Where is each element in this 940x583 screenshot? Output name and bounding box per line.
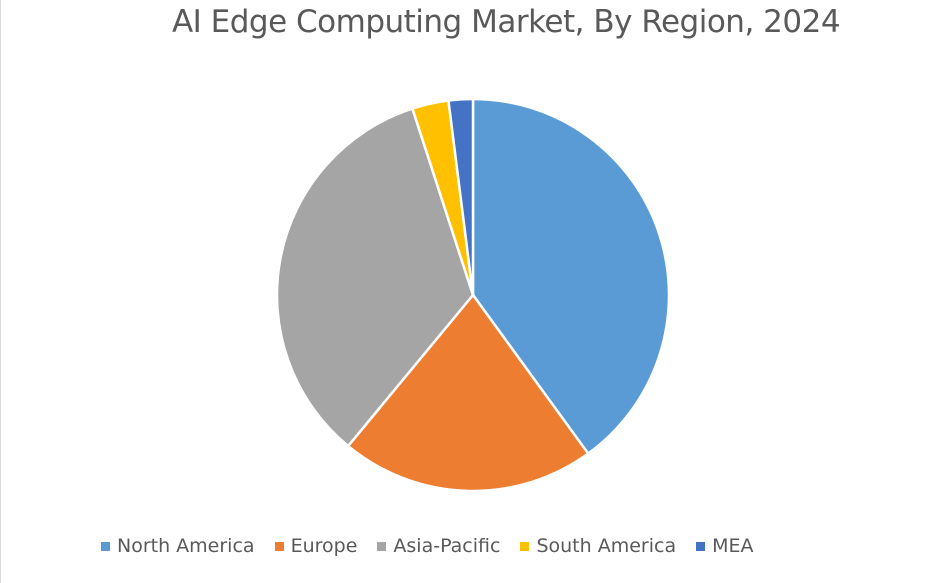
legend-swatch [520,541,530,551]
legend-swatch [696,541,706,551]
pie-slice-north-america [471,97,671,455]
legend-item-europe: Europe [274,535,358,557]
legend-label: Asia-Pacific [393,535,501,557]
legend-item-south-america: South America [520,535,676,557]
pie-slice-asia-pacific [275,107,475,448]
legend-item-mea: MEA [696,535,754,557]
pie-slice-mea [447,97,475,297]
chart-title: AI Edge Computing Market, By Region, 202… [171,4,841,40]
legend-label: MEA [712,535,754,557]
legend-swatch [274,541,284,551]
legend-label: North America [117,535,255,557]
legend-label: South America [536,535,677,557]
chart-legend: North America Europe Asia-Pacific South Ame… [101,533,754,559]
legend-swatch [101,541,110,551]
legend-item-north-america: North America [101,535,255,557]
pie-slice-europe [346,293,590,493]
legend-label: Europe [290,535,358,557]
legend-item-asia-pacific: Asia-Pacific [377,535,500,557]
legend-swatch [377,541,387,551]
